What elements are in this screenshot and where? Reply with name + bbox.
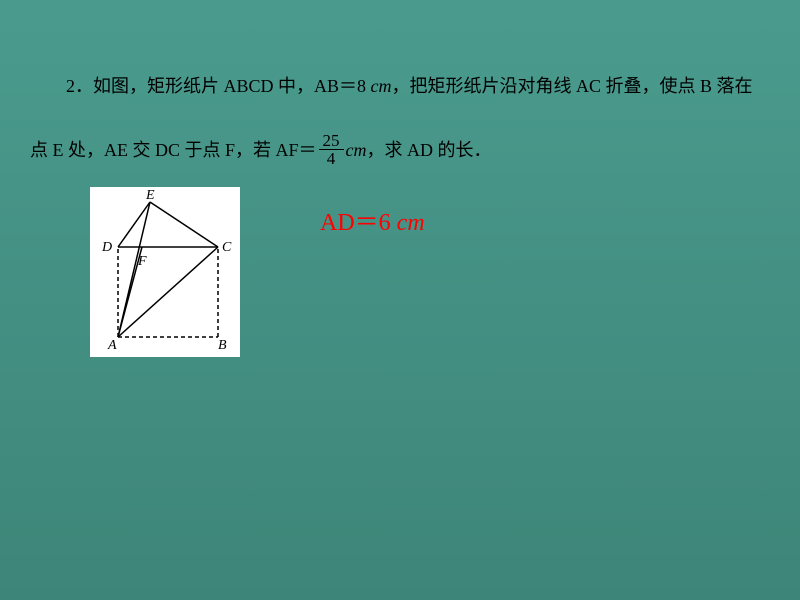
unit-cm: cm [371, 76, 392, 96]
answer-text: AD＝6 cm [320, 202, 425, 237]
svg-text:D: D [101, 240, 112, 255]
text: ，把矩形纸片沿对角线 AC 折叠，使点 B 落在 [392, 76, 753, 96]
problem-line-2: 点 E 处，AE 交 DC 于点 F，若 AF＝ 25 4 cm，求 AD 的长… [30, 132, 770, 167]
answer-value: AD＝6 [320, 210, 397, 236]
problem-line-1: 2．如图，矩形纸片 ABCD 中，AB＝8 cm，把矩形纸片沿对角线 AC 折叠… [30, 70, 770, 102]
fraction-numerator: 25 [319, 132, 344, 150]
svg-text:C: C [222, 240, 232, 255]
fraction: 25 4 [319, 132, 344, 167]
text: ，求 AD 的长． [367, 134, 492, 166]
geometry-diagram: E D C F A B [90, 187, 240, 357]
svg-text:A: A [107, 338, 117, 353]
svg-text:E: E [145, 188, 155, 203]
answer-unit: cm [397, 210, 425, 236]
text: 如图，矩形纸片 ABCD 中，AB＝8 [93, 76, 371, 96]
text: 点 E 处，AE 交 DC 于点 F，若 AF＝ [30, 134, 317, 166]
unit-cm: cm [346, 134, 367, 166]
problem-number: 2． [66, 76, 93, 96]
fraction-denominator: 4 [323, 150, 340, 167]
svg-text:B: B [218, 338, 227, 353]
svg-text:F: F [137, 254, 147, 269]
